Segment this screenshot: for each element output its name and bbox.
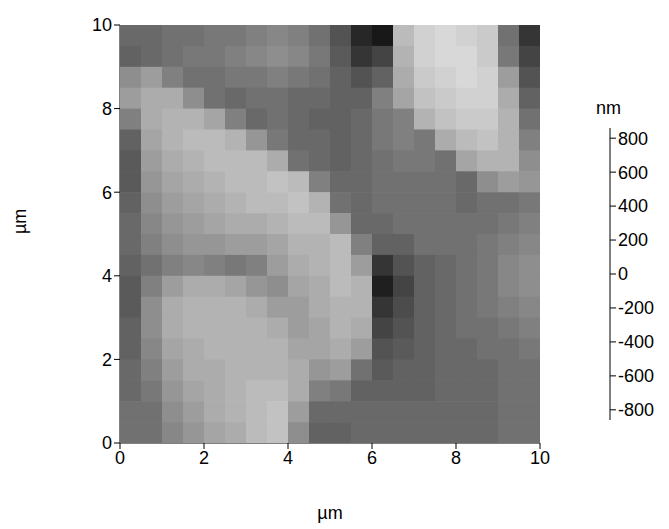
svg-text:8: 8 bbox=[451, 448, 461, 468]
svg-text:200: 200 bbox=[618, 230, 648, 250]
svg-text:6: 6 bbox=[367, 448, 377, 468]
svg-text:400: 400 bbox=[618, 196, 648, 216]
svg-text:6: 6 bbox=[102, 183, 112, 203]
svg-text:0: 0 bbox=[102, 433, 112, 453]
svg-text:600: 600 bbox=[618, 163, 648, 183]
svg-text:µm: µm bbox=[317, 503, 342, 523]
svg-text:0: 0 bbox=[618, 264, 628, 284]
svg-text:-600: -600 bbox=[618, 366, 654, 386]
html-text:nm: nm bbox=[596, 98, 621, 118]
svg-text:-400: -400 bbox=[618, 332, 654, 352]
svg-text:0: 0 bbox=[115, 448, 125, 468]
svg-text:-200: -200 bbox=[618, 298, 654, 318]
svg-text:2: 2 bbox=[102, 350, 112, 370]
svg-text:4: 4 bbox=[283, 448, 293, 468]
svg-text:10: 10 bbox=[92, 15, 112, 35]
svg-text:4: 4 bbox=[102, 266, 112, 286]
svg-text:2: 2 bbox=[199, 448, 209, 468]
svg-text:8: 8 bbox=[102, 99, 112, 119]
svg-text:800: 800 bbox=[618, 129, 648, 149]
svg-text:10: 10 bbox=[530, 448, 550, 468]
svg-text:-800: -800 bbox=[618, 400, 654, 420]
svg-text:µm: µm bbox=[10, 209, 30, 234]
